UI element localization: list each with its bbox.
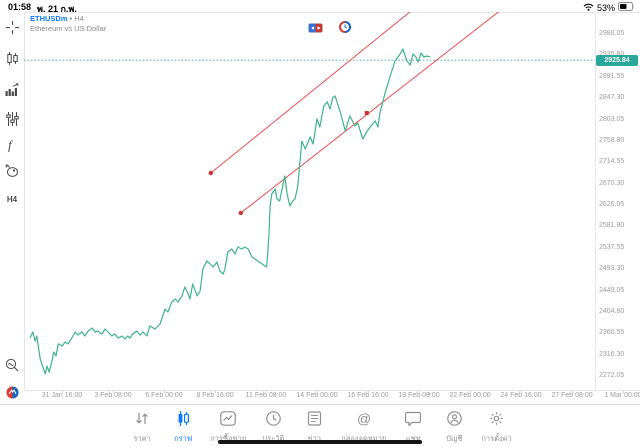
price-tick-label: 2360.55: [599, 329, 625, 337]
current-bar-marker-icon: ▲: [426, 391, 432, 397]
nav-item-quotes[interactable]: ราคา: [128, 411, 156, 445]
price-tick-label: 2449.05: [599, 286, 625, 294]
price-tick-label: 2714.55: [599, 158, 625, 166]
symbol-description: Ethereum vs US Dollar: [30, 24, 107, 33]
time-tick-label: 8 Feb 16:00: [196, 392, 234, 399]
news-icon: [307, 411, 322, 431]
nav-item-trade[interactable]: การซื้อขาย: [210, 411, 246, 445]
nav-item-news[interactable]: ข่าว: [300, 411, 328, 445]
price-flag-icon[interactable]: [308, 20, 323, 38]
price-tick-label: 2272.05: [599, 372, 625, 379]
battery-icon: [618, 2, 635, 13]
indicators-icon[interactable]: [4, 81, 20, 97]
price-tick-label: 2891.55: [599, 72, 625, 80]
symbol-header[interactable]: ETHUSDm • H4 Ethereum vs US Dollar: [30, 14, 106, 33]
price-axis-border: [595, 12, 596, 390]
account-person-icon: [447, 411, 462, 431]
time-tick-label: 3 Feb 08:00: [94, 392, 132, 399]
trendline-handle[interactable]: [238, 210, 243, 216]
price-tick-label: 2847.30: [599, 94, 625, 102]
metatrader-logo-icon[interactable]: [4, 384, 20, 400]
chart-tab-icon: [176, 411, 191, 431]
status-date: พ. 21 ก.พ.: [37, 4, 77, 14]
nav-label: กล่องจดหมาย: [341, 434, 387, 443]
mailbox-at-icon: @: [356, 411, 372, 431]
timeframe-label: H4: [6, 194, 18, 204]
price-tick-label: 2980.05: [599, 30, 625, 37]
sliders-icon[interactable]: [4, 111, 20, 127]
nav-label: ราคา: [133, 434, 151, 443]
trendline-handle[interactable]: [364, 111, 369, 116]
time-tick-label: 27 Feb 08:00: [551, 392, 593, 399]
price-tick-label: 2537.55: [599, 243, 625, 251]
trade-icon: [220, 411, 236, 431]
function-icon[interactable]: f: [4, 137, 20, 153]
nav-item-chat[interactable]: แชท: [399, 411, 427, 445]
session-clock-icon[interactable]: [339, 20, 351, 38]
history-clock-icon: [265, 411, 281, 431]
nav-item-mailbox[interactable]: @ กล่องจดหมาย: [341, 411, 386, 445]
price-tick-label: 2626.05: [599, 201, 625, 208]
symbol-name: ETHUSDm: [30, 14, 68, 23]
timeframe-button[interactable]: H4: [4, 191, 20, 207]
status-bar: 01:58 พ. 21 ก.พ. 53%: [0, 0, 640, 14]
shapes-icon[interactable]: [4, 163, 20, 179]
time-tick-label: 19 Feb 08:00: [398, 392, 440, 399]
price-tick-label: 2670.30: [599, 179, 625, 187]
nav-label: ประวัติ: [262, 434, 285, 443]
quotes-icon: [134, 411, 150, 431]
price-chart-plot[interactable]: [24, 12, 595, 390]
chat-bubble-icon: [405, 411, 422, 431]
nav-item-history[interactable]: ประวัติ: [259, 411, 287, 445]
time-tick-label: 24 Feb 16:00: [500, 392, 542, 399]
price-tick-label: 2404.80: [599, 307, 625, 315]
time-tick-label: 14 Feb 00:00: [296, 392, 338, 399]
time-tick-label: 22 Feb 00:00: [449, 392, 491, 399]
time-tick-label: 6 Feb 00:00: [145, 392, 183, 399]
gear-icon: [489, 411, 504, 431]
price-line-series: [29, 48, 431, 375]
nav-item-settings[interactable]: การตั้งค่า: [481, 411, 512, 445]
time-axis-border: [24, 390, 640, 391]
nav-label: ข่าว: [307, 434, 322, 443]
time-tick-label: 1 Mar 00:00: [604, 392, 640, 399]
nav-label: แชท: [405, 434, 421, 443]
svg-text:@: @: [357, 411, 371, 426]
chart-toolbar: f H4: [0, 13, 24, 404]
current-price-badge: 2925.84: [596, 54, 638, 66]
svg-text:f: f: [8, 138, 14, 152]
nav-label: การตั้งค่า: [481, 434, 512, 443]
price-tick-label: 2803.05: [599, 115, 625, 123]
nav-label: บัญชี: [446, 434, 463, 443]
time-tick-label: 31 Jan 16:00: [41, 392, 83, 399]
home-indicator[interactable]: [218, 440, 422, 444]
time-tick-label: 16 Feb 16:00: [347, 392, 389, 399]
time-tick-label: 11 Feb 08:00: [245, 392, 287, 399]
zoom-chart-icon[interactable]: [4, 357, 20, 373]
nav-label: กราฟ: [174, 434, 193, 443]
nav-label: การซื้อขาย: [210, 434, 247, 443]
price-tick-label: 2581.80: [599, 222, 625, 230]
navbar-separator: [0, 404, 640, 405]
symbol-timeframe: • H4: [67, 14, 84, 23]
price-tick-label: 2316.30: [599, 350, 625, 358]
chart-left-border: [24, 12, 25, 390]
nav-item-accounts[interactable]: บัญชี: [440, 411, 468, 445]
candles-icon[interactable]: [4, 51, 20, 67]
trendline-handle[interactable]: [208, 170, 213, 176]
price-tick-label: 2493.30: [599, 265, 625, 273]
clock-time: 01:58: [8, 2, 32, 12]
battery-percent: 53%: [596, 2, 615, 13]
upper-channel-line[interactable]: [210, 12, 415, 174]
crosshair-icon[interactable]: [4, 19, 20, 35]
price-tick-label: 2758.80: [599, 136, 625, 144]
wifi-icon: [583, 3, 594, 13]
nav-item-chart[interactable]: กราฟ: [169, 411, 197, 445]
chart-top-border: [24, 12, 640, 13]
